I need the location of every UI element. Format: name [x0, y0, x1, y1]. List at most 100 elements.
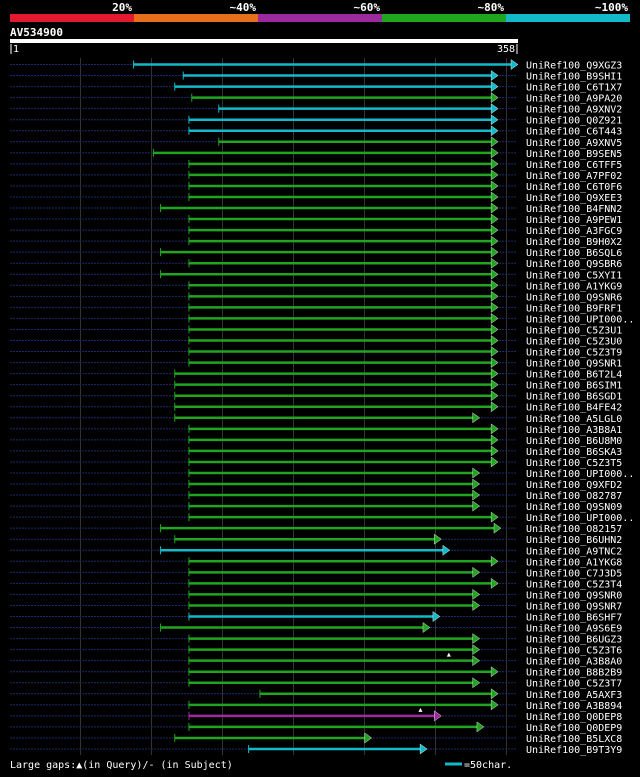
hit-row: UniRef100_B4FE42	[10, 401, 622, 414]
hit-arrowhead	[490, 555, 499, 567]
hit-arrowhead	[472, 589, 480, 600]
gaps-legend-text: Large gaps:▲(in Query)/- (in Subject)	[10, 760, 233, 771]
legend-swatch-3	[382, 14, 506, 22]
hit-row: UniRef100_Q9SBR6	[10, 257, 622, 270]
hit-label: UniRef100_C5Z3T6	[526, 646, 622, 657]
hit-arrowhead	[490, 169, 499, 181]
hit-label: UniRef100_A3B8A1	[526, 425, 622, 436]
gap-marker	[418, 707, 423, 712]
legend-label-0: 20%	[112, 1, 132, 14]
hit-row: UniRef100_A3B894	[10, 699, 622, 712]
hit-row: UniRef100_A5AXF3	[10, 688, 622, 701]
hit-label: UniRef100_Q9SNR7	[526, 601, 622, 612]
hit-row: UniRef100_Q0DEP8	[10, 707, 622, 723]
hit-label: UniRef100_B6SIM1	[526, 381, 622, 392]
hit-label: UniRef100_A9TNC2	[526, 546, 622, 557]
hit-label: UniRef100_A9XNV2	[526, 105, 622, 116]
legend-swatch-2	[258, 14, 382, 22]
hit-arrowhead	[472, 633, 480, 644]
hit-row: UniRef100_C5Z3T5	[10, 456, 622, 469]
hit-label: UniRef100_A9S6E9	[526, 624, 622, 635]
ruler-bar	[10, 39, 518, 43]
hit-row: UniRef100_C5Z3T9	[10, 346, 622, 359]
hit-label: UniRef100_C7J3D5	[526, 568, 622, 579]
hit-arrowhead	[490, 235, 499, 247]
hit-label: UniRef100_B9SEN5	[526, 149, 622, 160]
hit-row: UniRef100_O82157	[10, 522, 622, 535]
legend-label-4: ~100%	[595, 1, 628, 14]
hit-label: UniRef100_B6SQL6	[526, 248, 622, 259]
hit-arrowhead	[490, 147, 499, 159]
hit-arrowhead	[422, 622, 431, 633]
hit-arrowhead	[472, 566, 480, 578]
hit-label: UniRef100_C5Z3T7	[526, 679, 622, 690]
hit-row: UniRef100_Q9SNR6	[10, 290, 622, 303]
hit-row: UniRef100_C5Z3U1	[10, 324, 622, 336]
hit-row: UniRef100_UPI000..	[10, 511, 634, 524]
hit-arrowhead	[472, 677, 480, 689]
hit-arrowhead	[490, 335, 499, 346]
hit-label: UniRef100_C5Z3T9	[526, 348, 622, 359]
hit-row: UniRef100_B6SKA3	[10, 445, 622, 458]
hit-row: UniRef100_C5Z3T7	[10, 677, 622, 690]
hit-arrowhead	[490, 666, 499, 678]
hit-label: UniRef100_B6SHF7	[526, 613, 622, 624]
hit-label: UniRef100_A9PA20	[526, 94, 622, 105]
hit-arrowhead	[490, 301, 499, 313]
hit-label: UniRef100_A3B894	[526, 701, 622, 712]
hit-label: UniRef100_C6T0F6	[526, 182, 622, 193]
hit-arrowhead	[490, 456, 499, 468]
ruler-start-label: 1	[13, 44, 19, 55]
hit-label: UniRef100_B4FNN2	[526, 204, 622, 215]
hit-label: UniRef100_Q0DEP8	[526, 712, 622, 723]
hit-row: UniRef100_B8B2B9	[10, 666, 622, 679]
hit-label: UniRef100_B9SHI1	[526, 72, 622, 83]
hit-label: UniRef100_A3FGC9	[526, 226, 622, 237]
hit-arrowhead	[476, 721, 485, 733]
hit-arrowhead	[434, 533, 442, 545]
hit-row: UniRef100_B9T3Y9	[10, 743, 622, 756]
hit-label: UniRef100_Q9SNR0	[526, 590, 622, 601]
hit-row: UniRef100_B6UGZ3	[10, 633, 622, 646]
hit-label: UniRef100_UPI000..	[526, 469, 634, 480]
hit-row: UniRef100_B6SIM1	[10, 379, 622, 392]
legend-label-3: ~80%	[478, 1, 505, 14]
hit-arrowhead	[434, 710, 442, 722]
hit-arrowhead	[419, 743, 428, 755]
hit-arrowhead	[490, 423, 499, 435]
hit-label: UniRef100_Q9SNR1	[526, 359, 622, 370]
hit-arrowhead	[490, 434, 499, 446]
hit-label: UniRef100_O82157	[526, 524, 622, 535]
hit-arrowhead	[472, 467, 480, 479]
hit-arrowhead	[490, 279, 499, 291]
hit-row: UniRef100_Q9SN09	[10, 500, 622, 513]
hit-arrowhead	[490, 445, 499, 457]
hit-rows: UniRef100_Q9XGZ3UniRef100_B9SHI1UniRef10…	[10, 59, 634, 756]
hit-label: UniRef100_UPI000..	[526, 513, 634, 524]
hit-row: UniRef100_A9PEW1	[10, 213, 622, 226]
hit-label: UniRef100_B9H0X2	[526, 237, 622, 248]
hit-label: UniRef100_A5AXF3	[526, 690, 622, 701]
hit-label: UniRef100_B6UHN2	[526, 535, 622, 546]
hit-row: UniRef100_Q9XFD2	[10, 478, 622, 491]
hit-row: UniRef100_C6T1X7	[10, 81, 622, 94]
hit-label: UniRef100_C5Z3U0	[526, 337, 622, 348]
hit-arrowhead	[490, 103, 499, 115]
hit-arrowhead	[432, 611, 441, 622]
hit-arrowhead	[490, 290, 499, 302]
hit-arrowhead	[490, 114, 499, 126]
hit-label: UniRef100_Q0Z921	[526, 116, 622, 127]
hit-label: UniRef100_B4FE42	[526, 403, 622, 414]
hit-arrowhead	[490, 379, 499, 391]
legend-swatch-1	[134, 14, 258, 22]
hit-arrowhead	[490, 125, 499, 137]
hit-label: UniRef100_Q9XEE3	[526, 193, 622, 204]
hit-row: UniRef100_C6T0F6	[10, 180, 622, 193]
identity-legend: 20% ~40% ~60% ~80% ~100%	[10, 1, 630, 22]
hit-label: UniRef100_A9PEW1	[526, 215, 622, 226]
hit-label: UniRef100_A3B8A0	[526, 657, 622, 668]
hit-arrowhead	[472, 500, 480, 512]
hit-label: UniRef100_C5Z3U1	[526, 325, 622, 336]
hit-arrowhead	[472, 478, 480, 490]
hit-arrowhead	[472, 655, 480, 667]
